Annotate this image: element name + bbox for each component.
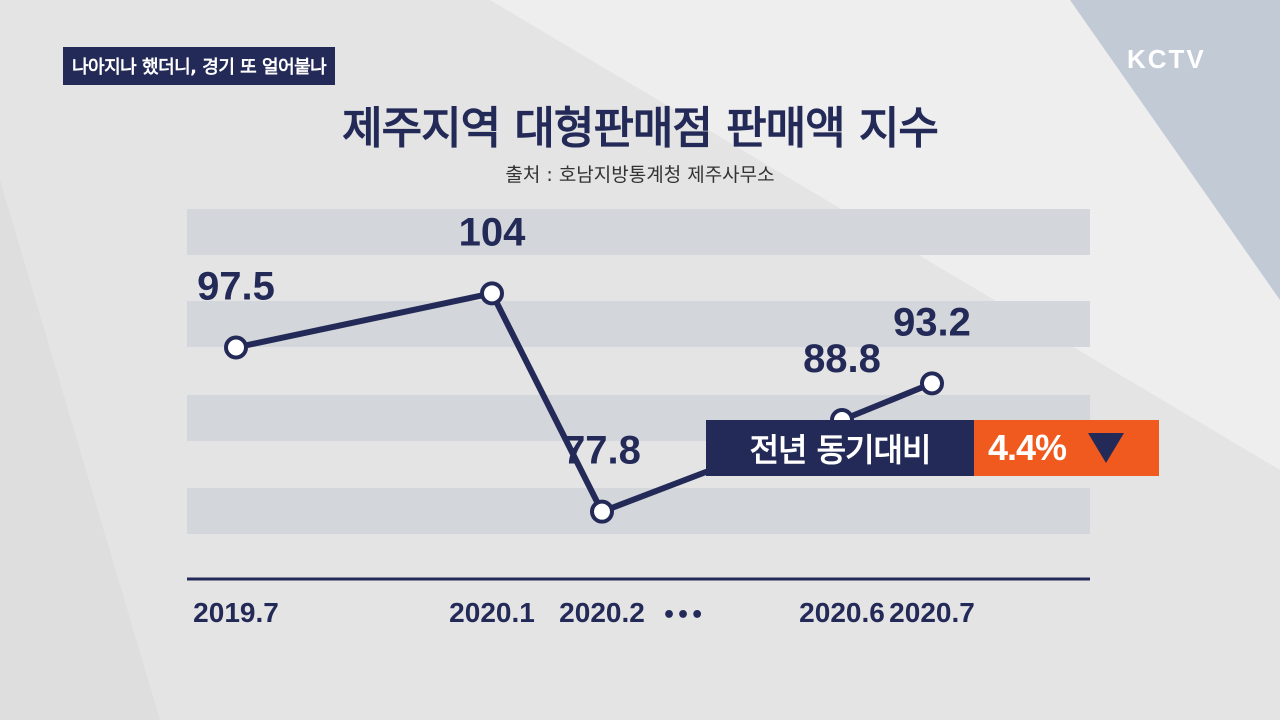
grid-band: [187, 209, 1090, 255]
down-arrow-icon: [1088, 433, 1125, 463]
data-labels: 97.5 104 77.8 88.8 93.2: [197, 210, 971, 472]
data-point: [590, 499, 614, 524]
x-tick-label: 2020.1: [449, 597, 535, 628]
data-point: [224, 335, 248, 360]
data-label: 77.8: [563, 429, 641, 473]
gap-marker: •••: [662, 603, 704, 628]
x-tick-label: 2020.2: [559, 597, 645, 628]
data-point: [920, 371, 944, 396]
x-tick-label: 2019.7: [193, 597, 279, 628]
yoy-value: 4.4%: [988, 427, 1067, 468]
yoy-label: 전년 동기대비: [706, 420, 974, 476]
data-label: 104: [459, 210, 526, 254]
headline-tag: 나아지나 했더니, 경기 또 얼어붙나: [63, 47, 336, 85]
data-point: [480, 281, 504, 306]
channel-logo: KCTV: [1127, 44, 1206, 74]
x-tick-label: 2020.7: [889, 597, 975, 628]
x-tick-labels: 2019.7 2020.1 2020.2 2020.6 2020.7: [193, 597, 975, 628]
chart-source: 출처 : 호남지방통계청 제주사무소: [505, 164, 775, 186]
chart-title: 제주지역 대형판매점 판매액 지수: [342, 103, 939, 154]
x-tick-label: 2020.6: [799, 597, 885, 628]
data-label: 88.8: [803, 337, 881, 381]
grid-bands: [187, 209, 1090, 534]
yoy-badge: 전년 동기대비 4.4%: [706, 420, 1159, 476]
data-label: 97.5: [197, 265, 275, 309]
yoy-value-box: 4.4%: [974, 420, 1159, 476]
data-label: 93.2: [893, 300, 971, 344]
